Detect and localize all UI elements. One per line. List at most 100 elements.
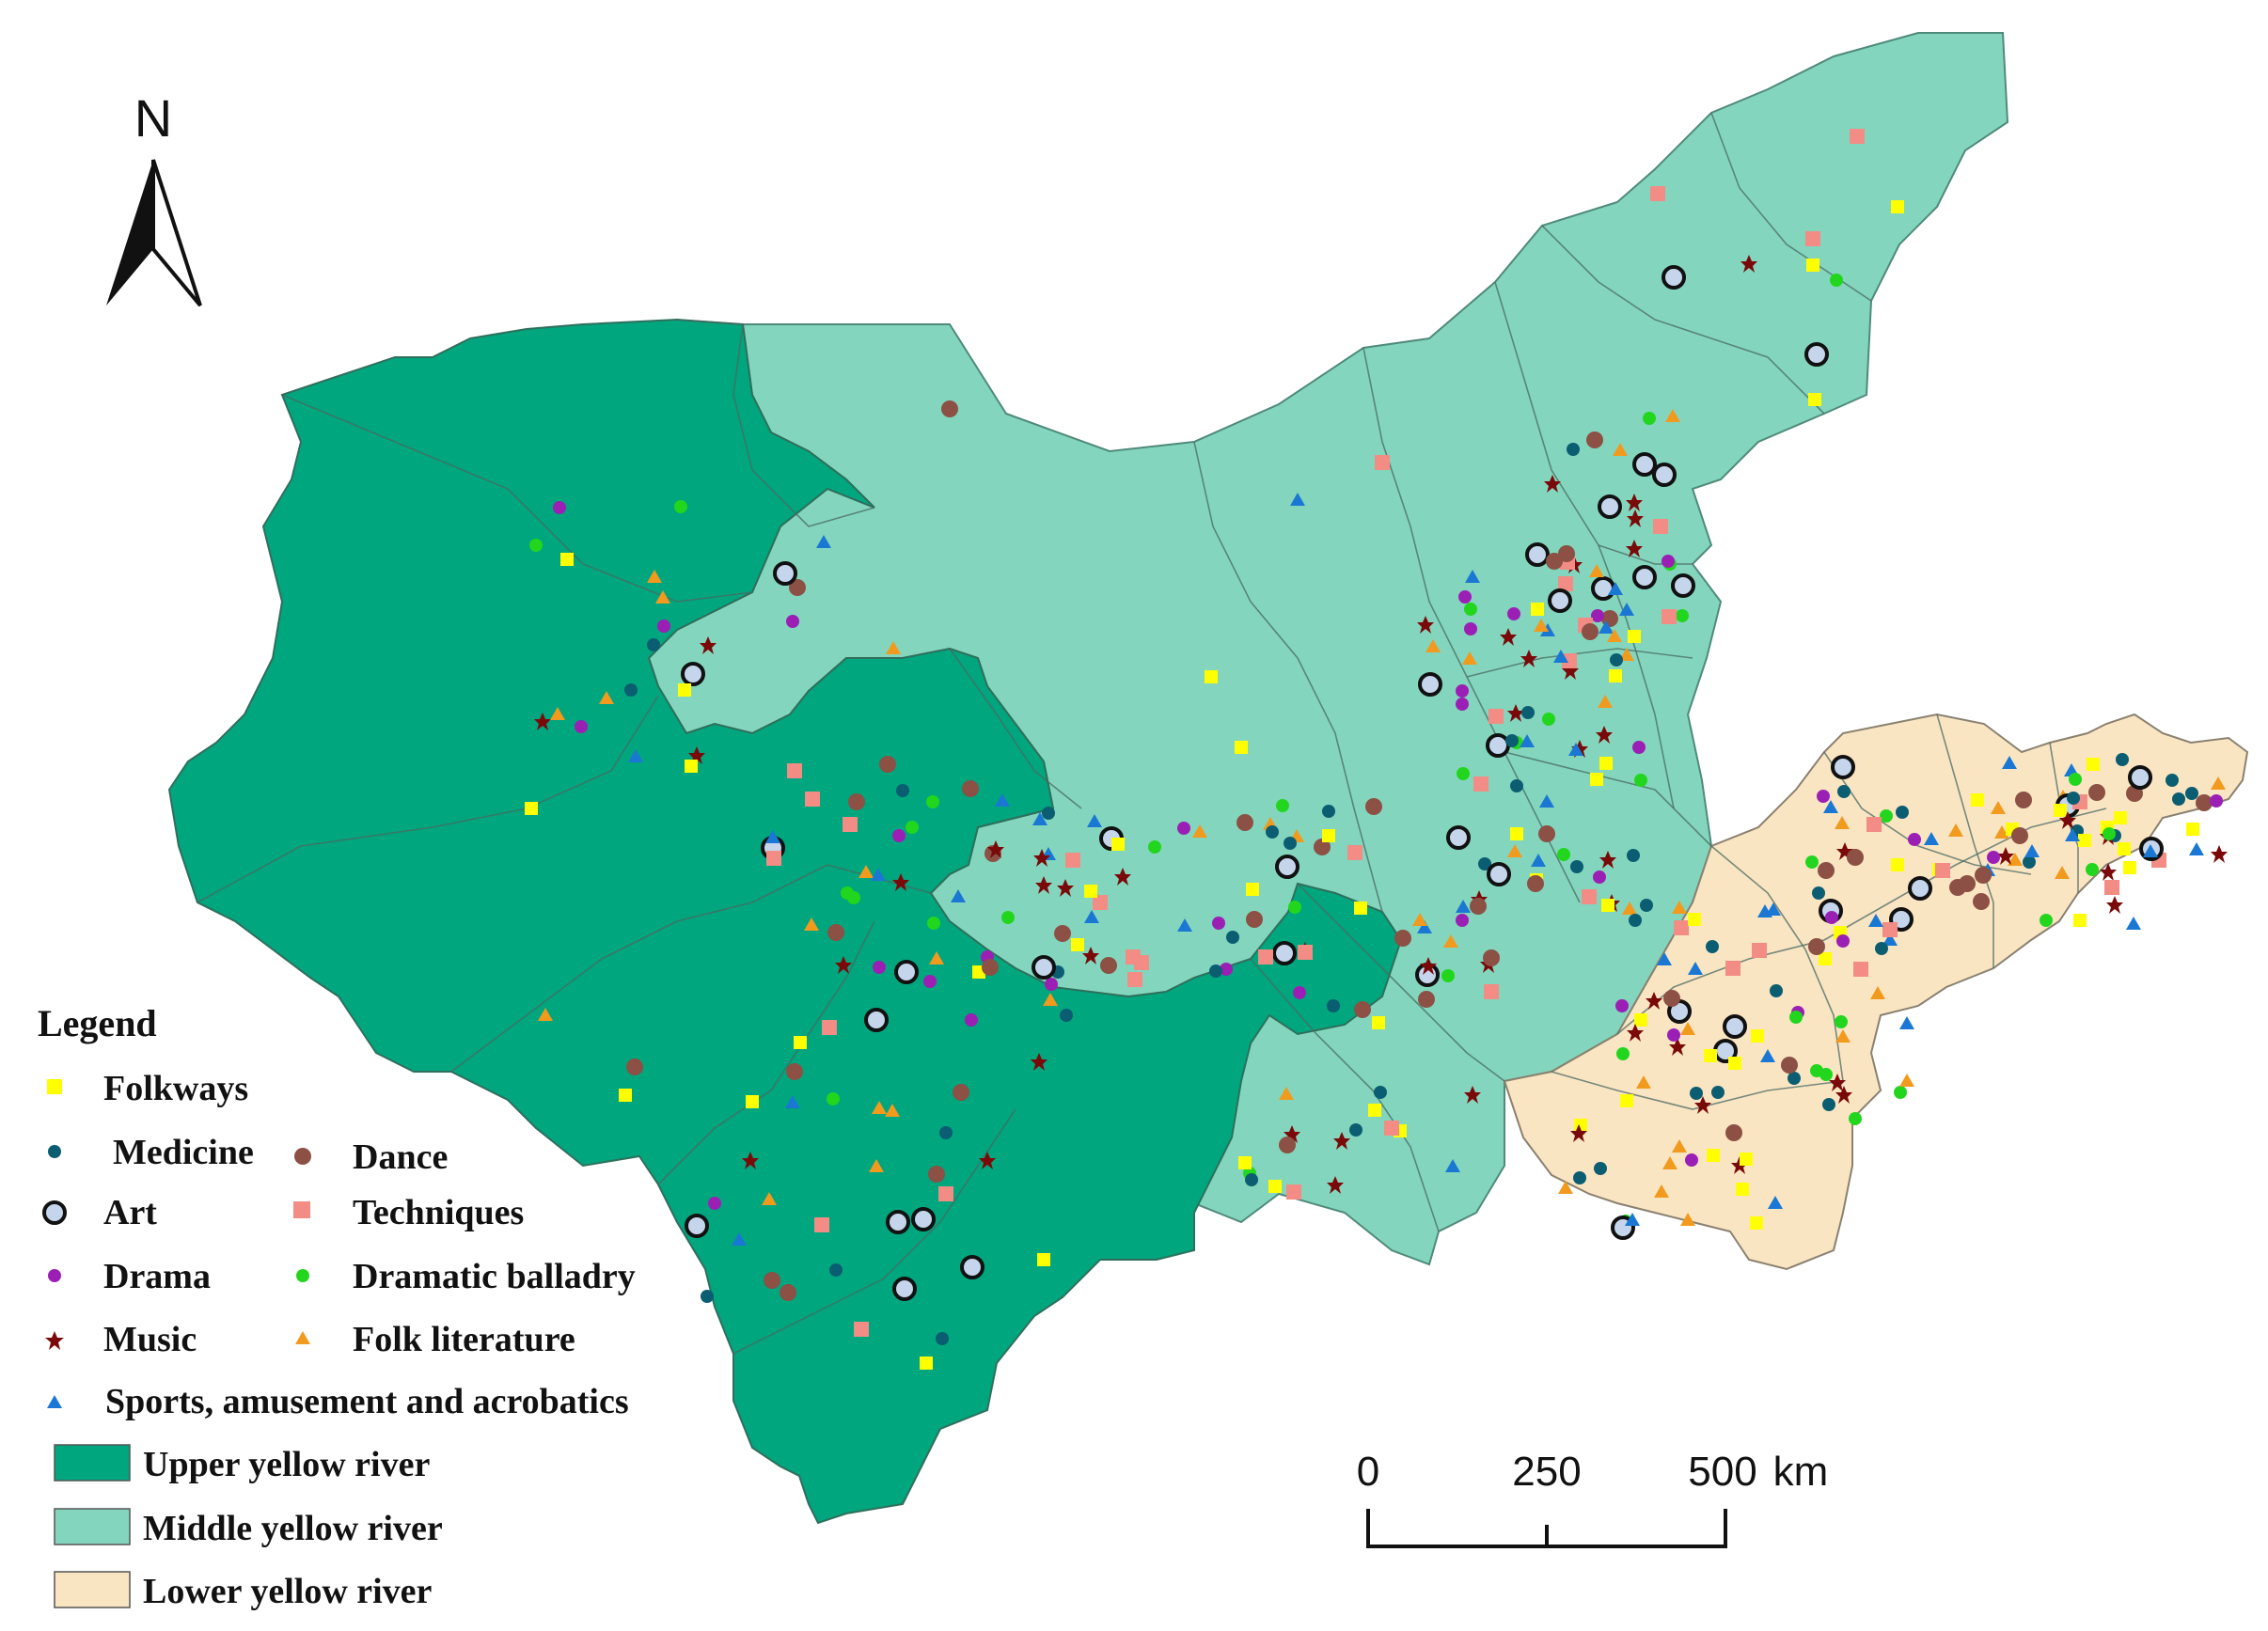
site-marker-dance [1054,925,1071,942]
site-marker-sports [1540,623,1555,636]
site-marker-dance [1558,545,1575,562]
site-marker-dance [1100,957,1117,974]
site-marker-folkways [1806,259,1819,272]
site-marker-sports [2126,917,2141,930]
site-marker-folkways [525,802,538,815]
site-marker-techniques [1752,943,1767,958]
site-marker-dramatic-balladry [827,1092,840,1106]
legend-symbol-dramatic-balladry [296,1269,309,1282]
site-marker-medicine [1640,899,1653,912]
site-marker-folkways [1751,1029,1764,1043]
site-marker-sports [785,1095,800,1108]
site-marker-drama [965,1013,978,1027]
site-marker-techniques [1653,519,1668,534]
site-marker-dance [780,1284,796,1301]
site-marker-folkways [685,760,698,773]
site-marker-music [1740,255,1757,273]
site-marker-sports [1882,933,1898,946]
scale-bar-label-250: 250 [1512,1449,1581,1495]
site-marker-techniques [1935,863,1950,878]
site-marker-folkways [1111,838,1125,851]
site-marker-folkways [746,1095,759,1108]
site-marker-music [1417,616,1434,634]
site-marker-folkways [920,1357,933,1370]
site-marker-dramatic-balladry [1810,1064,1823,1077]
site-marker-folk-literature [1534,619,1549,632]
site-marker-medicine [1837,785,1851,798]
site-marker-folk-literature [1043,993,1058,1006]
site-marker-drama [1615,999,1629,1012]
site-marker-medicine [624,683,638,697]
site-marker-art [892,1277,917,1301]
site-marker-folk-literature [1619,648,1634,661]
site-marker-art [1598,494,1622,519]
site-marker-music [835,956,852,974]
site-marker-folkways [2054,804,2067,817]
site-marker-folk-literature [1622,902,1637,915]
site-marker-dance [928,1166,945,1183]
site-marker-drama [1591,609,1604,622]
site-marker-art [894,960,919,984]
site-marker-medicine [2116,753,2129,766]
north-arrow: N [106,88,202,307]
site-marker-dramatic-balladry [1288,901,1301,914]
site-marker-music [1626,494,1643,511]
site-marker-folkways [1354,902,1367,915]
site-marker-sports [1553,650,1568,663]
site-marker-music [1031,1053,1047,1071]
site-marker-dance [1973,893,1990,910]
legend: Legend Folkways Medicine Art Drama Music… [38,1002,636,1611]
site-marker-music [700,636,717,654]
site-marker-art [960,1255,984,1279]
site-marker-dance [879,756,896,773]
site-marker-folk-literature [1192,824,1207,838]
site-marker-dramatic-balladry [926,795,939,808]
site-marker-dance [848,793,865,810]
site-marker-sports [1608,582,1623,595]
site-marker-dance [1975,867,1992,884]
site-marker-music [1057,879,1074,897]
site-marker-drama [1220,963,1233,976]
legend-symbol-drama [48,1269,61,1282]
site-marker-sports [1688,962,1703,975]
site-marker-folk-literature [1672,1139,1687,1153]
site-marker-art [1418,672,1442,697]
site-marker-folk-literature [885,1104,900,1117]
site-marker-techniques [1582,889,1597,904]
site-marker-folkways [1084,885,1097,898]
site-marker-music [1507,704,1524,722]
site-marker-medicine [1266,825,1279,839]
site-marker-dance [1582,623,1599,640]
site-marker-dance [1781,1057,1798,1074]
site-marker-techniques [1853,962,1868,977]
site-marker-folk-literature [1425,639,1441,652]
site-marker-drama [1667,1028,1680,1042]
site-marker-dramatic-balladry [1148,840,1161,854]
legend-symbol-music [45,1331,64,1350]
site-marker-dramatic-balladry [1557,848,1570,861]
site-marker-folkways [1634,1013,1647,1027]
site-marker-drama [923,975,937,988]
site-marker-techniques [1650,186,1665,201]
site-marker-medicine [2023,855,2036,869]
site-marker-folkways [2118,842,2131,855]
site-marker-music [1520,650,1537,667]
site-marker-drama [1908,833,1921,846]
site-marker-medicine [1521,706,1535,719]
site-marker-music [742,1152,759,1169]
site-marker-techniques [1488,709,1504,724]
site-marker-art [886,1210,910,1234]
site-marker-folkways [2123,861,2136,874]
site-marker-sports [1087,814,1102,827]
site-marker-dance [2088,784,2105,801]
site-marker-drama [1685,1153,1698,1167]
site-marker-music [1033,849,1050,867]
site-marker-folk-literature [1899,1074,1914,1087]
site-marker-dramatic-balladry [2086,863,2099,876]
site-marker-dramatic-balladry [674,500,687,513]
site-marker-techniques [814,1217,829,1232]
site-marker-drama [575,720,588,733]
site-marker-folkways [2078,834,2091,847]
site-marker-folk-literature [886,641,901,654]
